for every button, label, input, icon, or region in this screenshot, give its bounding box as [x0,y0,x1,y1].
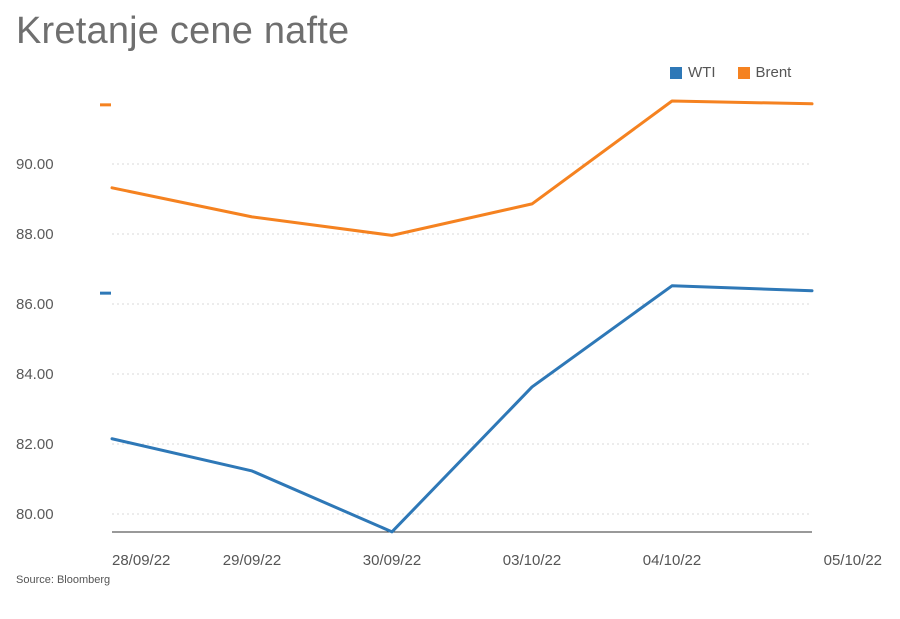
legend-item-brent: Brent [737,64,792,81]
x-tick-label: 29/09/22 [223,552,281,569]
source-note: Source: Bloomberg [16,574,111,586]
y-tick-label: 84.00 [16,366,54,383]
chart-title: Kretanje cene nafte [16,10,350,52]
y-tick-label: 82.00 [16,436,54,453]
y-tick-label: 88.00 [16,226,54,243]
y-tick-label: 86.00 [16,296,54,313]
y-tick-label: 80.00 [16,506,54,523]
legend-label-brent: Brent [755,64,792,81]
legend-swatch-wti [670,66,682,79]
legend-label-wti: WTI [688,64,716,81]
x-tick-label: 04/10/22 [643,552,701,569]
x-tick-label: 05/10/22 [824,552,882,569]
series-line-brent [110,99,814,237]
y-tick-label: 90.00 [16,156,54,173]
legend-item-wti: WTI [670,64,716,81]
series-line-wti [110,284,814,534]
x-tick-label: 28/09/22 [112,552,170,569]
x-tick-label: 30/09/22 [363,552,421,569]
legend-swatch-brent [737,66,750,79]
x-tick-label: 03/10/22 [503,552,561,569]
legend: WTI Brent [670,64,791,81]
